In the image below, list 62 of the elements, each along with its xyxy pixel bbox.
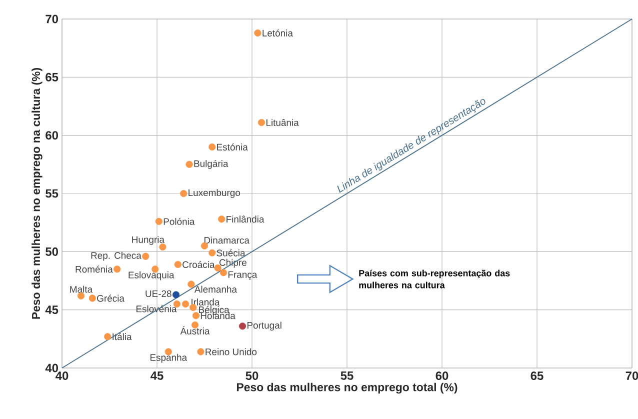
- series-label: Portugal: [247, 322, 282, 331]
- series-label: Lituânia: [266, 119, 299, 126]
- y-tick-label: 60: [46, 131, 58, 140]
- x-axis-title: Peso das mulheres no emprego total (%): [236, 382, 458, 394]
- series-label: UE-28: [146, 290, 172, 298]
- series-label: Finlândia: [226, 216, 264, 223]
- annotation: Países com sub-representação das mulheres na cultura: [359, 270, 510, 288]
- x-tick-label: 65: [530, 372, 544, 380]
- point: [208, 249, 216, 256]
- x-tick-label: 55: [340, 372, 354, 380]
- y-axis-title: Peso das mulheres no emprego na cultura (%): [32, 68, 42, 319]
- series-label: Itália: [112, 333, 132, 340]
- series-label: Malta: [70, 286, 93, 293]
- series-label: Espanha: [150, 354, 188, 363]
- point: [114, 266, 121, 273]
- x-tick-label: 50: [246, 372, 258, 380]
- series-label: Irlanda: [192, 298, 220, 306]
- x-tick-label: 60: [436, 372, 448, 380]
- series-label: Alemanha: [194, 286, 238, 293]
- point: [192, 312, 200, 320]
- series-label: Reino Unido: [206, 348, 257, 356]
- y-tick-label: 55: [46, 189, 58, 198]
- x-tick-label: 70: [626, 372, 638, 380]
- y-tick-label: 65: [46, 72, 58, 82]
- series-label: Polónia: [164, 218, 195, 225]
- point: [208, 143, 216, 150]
- point: [258, 118, 266, 126]
- y-tick-label: 70: [46, 14, 58, 24]
- series-label: Croácia: [182, 260, 215, 268]
- point: [142, 252, 150, 260]
- series-label: Eslováquia: [128, 271, 174, 280]
- point: [88, 294, 96, 302]
- point: [172, 291, 180, 298]
- point: [254, 29, 262, 36]
- series-label: Rep. Checa: [91, 252, 142, 261]
- point: [188, 280, 195, 288]
- x-tick-label: 40: [56, 372, 68, 380]
- y-tick-label: 45: [45, 306, 58, 314]
- series-label: Hungria: [132, 236, 164, 245]
- point: [155, 218, 162, 225]
- point: [218, 216, 226, 223]
- point: [104, 333, 112, 340]
- series-label: Luxemburgo: [188, 189, 240, 198]
- point: [220, 269, 228, 276]
- point: [180, 190, 188, 198]
- y-tick-label: 50: [46, 247, 58, 256]
- x-tick-label: 45: [150, 372, 164, 380]
- point: [238, 322, 246, 330]
- point: [182, 300, 190, 308]
- series-label: Suécia: [216, 249, 246, 256]
- series-label: Estónia: [217, 143, 248, 150]
- point: [197, 348, 204, 356]
- series-label: Bulgária: [194, 160, 228, 169]
- y-tick-label: 40: [45, 364, 58, 372]
- series-label: Áustria: [180, 326, 210, 334]
- series-label: França: [228, 271, 258, 280]
- series-label: Roménia: [76, 266, 113, 273]
- point: [186, 160, 193, 168]
- point: [174, 260, 182, 268]
- series-label: Grécia: [97, 294, 124, 302]
- series-label: Dinamarca: [204, 236, 250, 244]
- series-label: Letónia: [262, 29, 293, 36]
